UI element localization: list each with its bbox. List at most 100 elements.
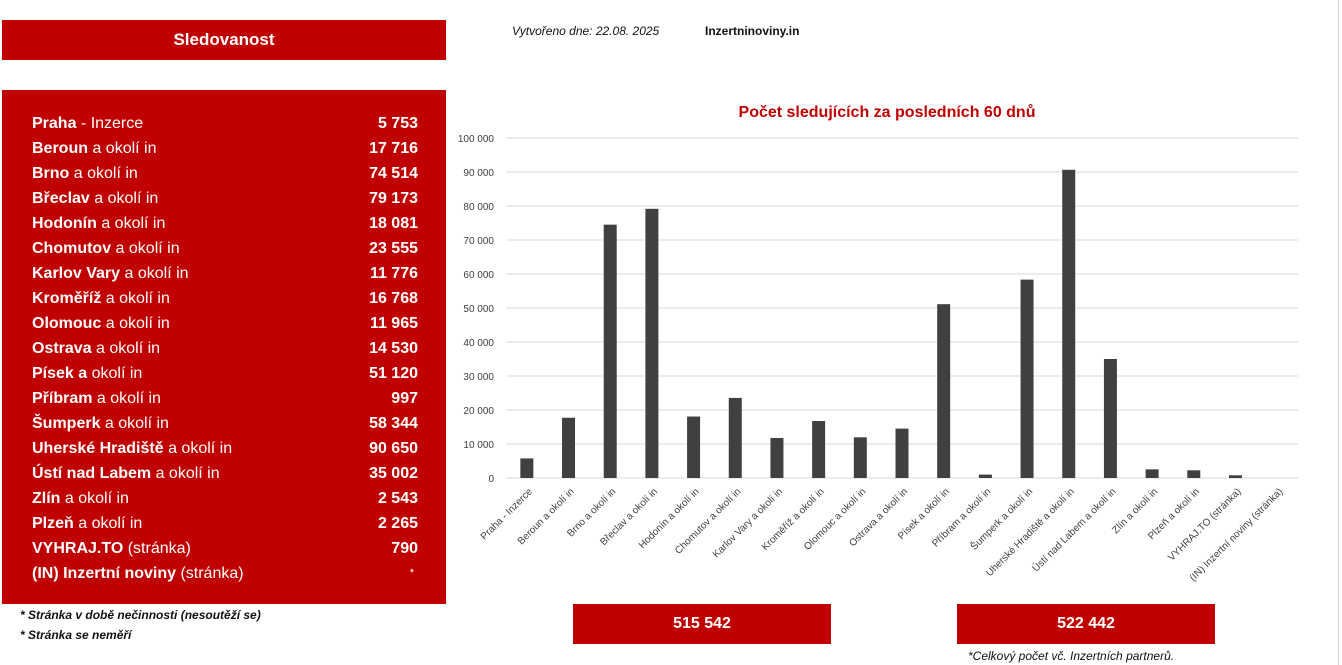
bar	[937, 304, 951, 478]
list-item-suffix: - Inzerce	[76, 115, 144, 132]
list-item-suffix: a okolí in	[89, 190, 159, 207]
list-item-suffix: a okolí in	[111, 240, 180, 257]
bar	[1020, 279, 1034, 478]
bar	[1062, 169, 1076, 478]
list-item-value: 16 768	[369, 290, 418, 307]
x-tick-label: Uherské Hradiště a okolí in	[984, 486, 1077, 579]
y-tick-label: 90 000	[463, 168, 494, 179]
list-item-suffix: a okolí in	[69, 165, 138, 182]
y-tick-label: 100 000	[458, 134, 495, 145]
list-item: Hodonín a okolí in 18 081	[32, 211, 418, 236]
y-tick-label: 10 000	[463, 440, 494, 451]
y-tick-label: 70 000	[463, 236, 494, 247]
list-item: Karlov Vary a okolí in 11 776	[32, 261, 418, 286]
list-item-value: 14 530	[369, 340, 418, 357]
viewership-list: Praha - Inzerce 5 753 Beroun a okolí in 17 …	[2, 90, 446, 604]
list-item-suffix: a okolí in	[73, 515, 143, 532]
list-item: (IN) Inzertní noviny (stránka) *	[32, 561, 418, 586]
bar	[853, 437, 867, 478]
list-item-name: Zlín	[32, 490, 61, 507]
list-item-value: *	[409, 567, 414, 579]
total-box-left: 515 542	[573, 604, 831, 644]
bar	[978, 474, 992, 478]
list-item: Zlín a okolí in 2 543	[32, 486, 418, 511]
list-item: Beroun a okolí in 17 716	[32, 136, 418, 161]
list-item-value: 997	[391, 390, 418, 407]
page-divider	[1338, 0, 1339, 665]
list-item-name: Písek a	[32, 365, 88, 382]
y-tick-label: 30 000	[463, 372, 494, 383]
list-item-name: Olomouc	[32, 315, 102, 332]
bar	[603, 224, 617, 478]
list-item-name: Chomutov	[32, 240, 112, 257]
created-date: Vytvořeno dne: 22.08. 2025	[512, 24, 660, 38]
y-tick-label: 20 000	[463, 406, 494, 417]
list-item-value: 5 753	[377, 115, 418, 132]
total-box-right: 522 442	[957, 604, 1215, 644]
list-item-value: 11 965	[369, 315, 418, 332]
list-item-suffix: (stránka)	[176, 565, 244, 582]
bar	[1228, 475, 1242, 478]
list-item-suffix: a okolí in	[100, 415, 169, 432]
list-item-name: Šumperk	[32, 415, 101, 432]
list-item-name: Brno	[32, 165, 70, 182]
list-item: Olomouc a okolí in 11 965	[32, 311, 418, 336]
list-item-suffix: a okolí in	[151, 465, 220, 482]
list-item-name: VYHRAJ.TO	[32, 540, 124, 557]
x-tick-label: Ústí nad Labem a okolí in	[1029, 485, 1118, 574]
bar	[728, 397, 742, 478]
list-item-value: 2 543	[377, 490, 418, 507]
list-item-value: 17 716	[369, 140, 418, 157]
list-item-suffix: a okolí in	[163, 440, 233, 457]
list-item-name: Břeclav	[32, 190, 90, 207]
list-item: Příbram a okolí in 997	[32, 386, 418, 411]
list-item-suffix: (stránka)	[123, 540, 191, 557]
y-tick-label: 80 000	[463, 202, 494, 213]
bar	[562, 417, 576, 478]
list-item-value: 74 514	[369, 165, 418, 182]
list-item-name: Plzeň	[32, 515, 74, 532]
list-item-name: Kroměříž	[32, 290, 102, 307]
list-item-suffix: a okolí in	[96, 215, 166, 232]
list-item: Praha - Inzerce 5 753	[32, 111, 418, 136]
y-tick-label: 50 000	[463, 304, 494, 315]
list-item: Uherské Hradiště a okolí in 90 650	[32, 436, 418, 461]
list-item: VYHRAJ.TO (stránka) 790	[32, 536, 418, 561]
list-item-suffix: a okolí in	[91, 340, 161, 357]
bar	[1103, 358, 1117, 478]
list-item-name: Ústí nad Labem	[32, 465, 152, 482]
y-tick-label: 40 000	[463, 338, 494, 349]
list-item: Ústí nad Labem a okolí in 35 002	[32, 461, 418, 486]
list-item-value: 11 776	[369, 265, 418, 282]
list-item-value: 90 650	[369, 440, 418, 457]
footnote-inactive: * Stránka v době nečinnosti (nesoutěží s…	[20, 608, 261, 622]
list-item: Brno a okolí in 74 514	[32, 161, 418, 186]
list-item-name: Karlov Vary	[32, 265, 121, 282]
bar	[645, 208, 659, 478]
list-item-suffix: a okolí in	[60, 490, 129, 507]
list-item-name: Příbram	[32, 390, 93, 407]
list-item: Ostrava a okolí in 14 530	[32, 336, 418, 361]
page-title: Sledovanost	[2, 20, 446, 60]
list-item-value: 35 002	[369, 465, 418, 482]
x-tick-label: VYHRAJ.TO (stránka)	[1166, 486, 1243, 563]
list-item-suffix: a okolí in	[120, 265, 189, 282]
footnote-unmeasured: * Stránka se neměří	[20, 628, 132, 642]
bar	[812, 420, 826, 478]
y-tick-label: 0	[488, 474, 494, 485]
list-item-value: 58 344	[369, 415, 418, 432]
y-tick-label: 60 000	[463, 270, 494, 281]
list-item-name: (IN) Inzertní noviny	[32, 565, 176, 582]
bar	[770, 437, 784, 478]
site-name: Inzertninoviny.in	[705, 24, 800, 38]
list-item: Písek a okolí in 51 120	[32, 361, 418, 386]
list-item: Kroměříž a okolí in 16 768	[32, 286, 418, 311]
bar	[1145, 469, 1159, 478]
bar	[520, 458, 534, 478]
list-item-suffix: okolí in	[87, 365, 143, 382]
x-tick-label: Karlov Vary a okolí in	[711, 486, 785, 560]
list-item: Břeclav a okolí in 79 173	[32, 186, 418, 211]
bar	[687, 416, 701, 478]
chart-title: Počet sledujících za posledních 60 dnů	[739, 104, 1036, 121]
list-item-value: 2 265	[377, 515, 418, 532]
